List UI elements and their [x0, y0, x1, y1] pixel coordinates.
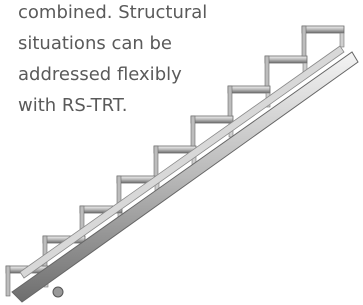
- riser: [265, 56, 269, 86]
- riser: [191, 116, 195, 146]
- riser: [228, 86, 232, 116]
- tread: [302, 26, 344, 33]
- riser: [6, 266, 10, 296]
- text-line: addressed flexibly: [18, 65, 182, 85]
- tread: [265, 56, 307, 63]
- stringer: [12, 52, 358, 302]
- tread: [228, 86, 270, 93]
- text-line: with RS-TRT.: [18, 96, 127, 116]
- tread: [191, 116, 233, 123]
- text-line: combined. Structural: [18, 3, 207, 23]
- page: combined. Structural situations can be a…: [0, 0, 363, 305]
- riser: [340, 33, 344, 47]
- foot-bolt: [53, 287, 63, 297]
- riser: [154, 146, 158, 176]
- riser: [302, 26, 306, 56]
- text-line: situations can be: [18, 34, 172, 54]
